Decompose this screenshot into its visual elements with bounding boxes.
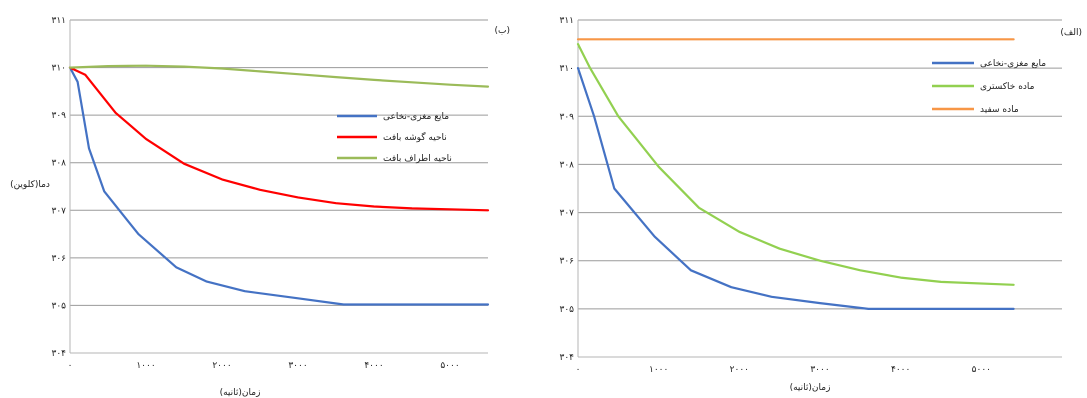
y-tick-label: ۳۰۹ (51, 111, 66, 121)
series-line (576, 42, 1015, 286)
x-tick-label: ۱۰۰۰ (649, 365, 668, 375)
y-axis-label: دما(کلوین) (10, 180, 50, 190)
legend-label: ماده خاکستری (980, 82, 1035, 92)
legend-label: ناحیه گوشه بافت (383, 131, 447, 143)
chart-panel-b: ۳۰۴ ۳۰۵ ۳۰۶ ۳۰۷ ۳۰۸ ۳۰۹ ۳۱۰ ۳۱۱ ۰ ۱۰۰۰ ۲۰۰۰ ۳۰۰۰ ۴۰۰… (10, 16, 510, 398)
y-tick-label: ۳۱۰ (51, 64, 66, 74)
series-line (68, 66, 490, 306)
legend-label: ناحیه اطراف بافت (383, 154, 452, 164)
series-line (68, 64, 490, 88)
y-tick-label: ۳۰۴ (51, 349, 66, 359)
legend-label: مایع مغزی-نخاعی (980, 59, 1046, 69)
x-axis-label: زمان(ثانیه) (790, 383, 831, 393)
y-tick-label: ۳۰۶ (559, 257, 574, 267)
series-line (576, 66, 1015, 310)
x-tick-label: ۲۰۰۰ (212, 361, 231, 371)
y-tick-label: ۳۰۷ (51, 206, 66, 216)
x-tick-label: ۵۰۰۰ (972, 365, 991, 375)
legend-label: ماده سفید (980, 105, 1019, 115)
panel-label: (الف) (1060, 28, 1082, 38)
series-line (68, 66, 490, 212)
y-tick-label: ۳۰۸ (559, 160, 574, 170)
x-tick-label: ۴۰۰۰ (891, 365, 910, 375)
y-tick-label: ۳۰۴ (559, 353, 574, 363)
x-tick-label: ۰ (68, 361, 73, 371)
x-tick-label: ۱۰۰۰ (136, 361, 155, 371)
y-tick-label: ۳۱۱ (51, 16, 66, 26)
y-tick-label: ۳۰۵ (51, 301, 66, 311)
y-tick-label: ۳۰۵ (559, 305, 574, 315)
x-tick-label: ۳۰۰۰ (288, 361, 307, 371)
panel-label: (ب) (494, 26, 510, 36)
x-tick-label: ۵۰۰۰ (440, 361, 459, 371)
x-axis-label: زمان(ثانیه) (220, 388, 261, 398)
chart-panel-alef: ۳۰۴ ۳۰۵ ۳۰۶ ۳۰۷ ۳۰۸ ۳۰۹ ۳۱۰ ۳۱۱ ۰ ۱۰۰۰ ۲۰۰۰ ۳۰۰۰ ۴۰۰… (559, 16, 1082, 393)
y-tick-label: ۳۱۰ (559, 64, 574, 74)
x-tick-label: ۰ (576, 365, 581, 375)
x-tick-label: ۴۰۰۰ (364, 361, 383, 371)
x-tick-label: ۳۰۰۰ (810, 365, 829, 375)
legend-label: مایع مغزی-نخاعی (383, 112, 449, 122)
y-tick-label: ۳۱۱ (559, 16, 574, 26)
y-tick-label: ۳۰۷ (559, 209, 574, 219)
y-tick-label: ۳۰۸ (51, 159, 66, 169)
x-tick-label: ۲۰۰۰ (730, 365, 749, 375)
y-tick-label: ۳۰۶ (51, 254, 66, 264)
y-tick-label: ۳۰۹ (559, 112, 574, 122)
